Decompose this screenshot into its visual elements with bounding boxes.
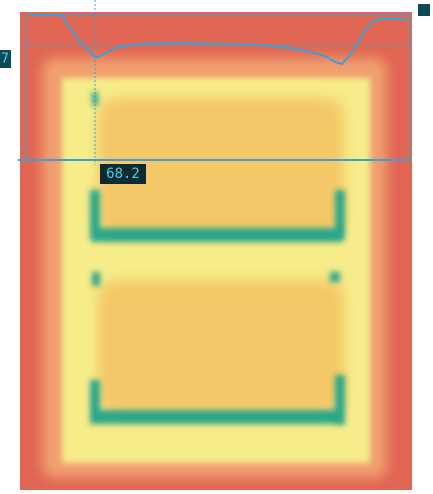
lower-core [98, 280, 344, 415]
thermal-screenshot: 68.2 7 [0, 0, 433, 494]
cursor-readout: 68.2 [106, 166, 140, 182]
corner-marker [418, 4, 430, 16]
scale-marker: 7 [1, 52, 9, 67]
